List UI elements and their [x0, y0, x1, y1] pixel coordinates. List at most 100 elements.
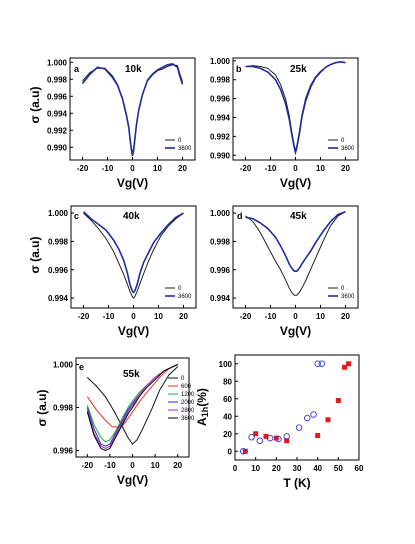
legend-label: 3600: [181, 416, 195, 422]
panel-f: 0 10 20 30 40 50 60 0 20 40 60 80 100 T (K) A1h(%): [195, 354, 364, 490]
data-point-square: [263, 433, 269, 439]
y-tick-label: 0.998: [47, 75, 68, 84]
temperature-label: 45k: [290, 211, 307, 222]
series-line-600: [86, 364, 178, 428]
x-tick-label: 0: [293, 312, 298, 321]
x-tick-label: 60: [355, 464, 364, 473]
y-axis-label: A1h(%): [195, 388, 210, 426]
data-point-square: [335, 398, 341, 403]
x-tick-label: 20: [272, 464, 281, 473]
data-point-square: [325, 417, 331, 423]
y-tick-label: 0.990: [47, 143, 68, 152]
x-tick-label: -10: [102, 164, 114, 173]
series-line-3600: [245, 60, 346, 156]
y-tick-label: 0.990: [210, 151, 231, 160]
legend-label: 3600: [341, 294, 355, 300]
legend-label: 3600: [178, 294, 192, 300]
y-axis-label: σ (a.u): [28, 87, 42, 124]
legend-label: 3600: [178, 146, 192, 152]
data-point-square: [342, 364, 348, 370]
panel-letter: e: [79, 362, 84, 372]
data-point-square: [346, 361, 352, 367]
data-point-square: [315, 433, 321, 438]
x-tick-label: 10: [251, 464, 260, 473]
y-axis-label: σ (a.u): [35, 390, 49, 427]
x-tick-label: 0: [130, 461, 135, 470]
y-tick-label: 0.994: [210, 114, 231, 123]
panel-letter: c: [74, 211, 79, 221]
series-line-0: [83, 212, 184, 299]
x-tick-label: 50: [334, 464, 343, 473]
x-tick-label: 10: [154, 312, 163, 321]
x-tick-label: 20: [173, 461, 182, 470]
y-axis-label-subscript: 1h: [200, 407, 210, 418]
y-tick-label: 100: [219, 360, 233, 369]
x-axis-label: Vg(V): [117, 473, 148, 487]
x-axis-label: Vg(V): [280, 324, 311, 338]
series-line-0: [245, 61, 346, 153]
x-axis-label: Vg(V): [280, 176, 311, 190]
legend-label: 0: [341, 286, 345, 292]
x-tick-label: 20: [179, 312, 188, 321]
y-tick-label: 60: [223, 395, 232, 404]
data-point-circle: [318, 360, 326, 368]
x-axis-label: T (K): [283, 476, 310, 490]
y-tick-label: 0.998: [210, 76, 231, 85]
legend: 0 3600: [165, 286, 192, 300]
y-tick-label: 0.994: [47, 109, 68, 118]
series-line-3600: [245, 210, 346, 272]
temperature-label: 25k: [290, 64, 307, 75]
x-tick-label: 20: [178, 164, 187, 173]
x-tick-label: 10: [153, 164, 162, 173]
data-point-circle: [304, 414, 311, 422]
legend-label: 2000: [181, 400, 195, 406]
y-tick-label: 0.994: [48, 294, 69, 303]
data-point-circle: [240, 448, 247, 455]
x-tick-label: 0: [131, 312, 136, 321]
x-tick-label: -10: [265, 312, 277, 321]
data-point-circle: [256, 437, 264, 445]
x-tick-label: 0: [233, 464, 238, 473]
panel-a: -20 -10 0 10 20 0.990 0.992 0.994 0.996 0.998 1.00…: [28, 57, 196, 190]
panel-e: -20 -10 0 10 20 0.996 0.998 1.000 Vg(V) σ (a.u) e 5…: [35, 357, 195, 487]
panel-letter: b: [236, 64, 242, 74]
legend: 0 600 1200 2000 2800 3600: [168, 376, 195, 422]
x-tick-label: -20: [82, 461, 94, 470]
x-tick-label: 20: [341, 164, 350, 173]
x-axis-label: Vg(V): [117, 176, 148, 190]
legend-label: 600: [181, 384, 192, 390]
y-tick-label: 1.000: [210, 57, 231, 66]
y-tick-label: 0.994: [210, 294, 231, 303]
y-tick-label: 0.992: [210, 132, 231, 141]
legend-label: 2800: [181, 408, 195, 414]
legend-label: 1200: [181, 392, 195, 398]
y-tick-label: 0: [228, 447, 233, 456]
panel-b: -20 -10 0 10 20 0.990 0.992 0.994 0.996 0.998 1.00…: [210, 57, 359, 190]
series-line-3600: [81, 63, 184, 156]
data-point-square: [253, 431, 259, 437]
panel-letter: a: [74, 64, 80, 74]
series-line-3600: [82, 211, 184, 294]
temperature-label: 40k: [123, 211, 140, 222]
legend-label: 3600: [341, 146, 355, 152]
y-tick-label: 0.992: [47, 126, 68, 135]
x-tick-label: -10: [265, 164, 277, 173]
data-point-circle: [314, 360, 321, 368]
x-tick-label: -10: [103, 312, 115, 321]
x-tick-label: 10: [316, 164, 325, 173]
legend-label: 0: [178, 286, 182, 292]
legend-label: 0: [181, 376, 185, 382]
x-tick-label: 30: [293, 464, 302, 473]
data-point-square: [273, 435, 279, 441]
series-line-2800: [86, 364, 178, 449]
panel-letter: d: [237, 211, 243, 221]
y-tick-label: 1.000: [53, 360, 74, 369]
y-tick-label: 0.998: [53, 404, 74, 413]
legend-label: 0: [341, 138, 345, 144]
data-point-square: [284, 438, 290, 444]
x-tick-label: 0: [293, 164, 298, 173]
y-tick-label: 1.000: [210, 209, 231, 218]
y-tick-label: 20: [223, 430, 232, 439]
series-line-3600: [86, 364, 178, 452]
